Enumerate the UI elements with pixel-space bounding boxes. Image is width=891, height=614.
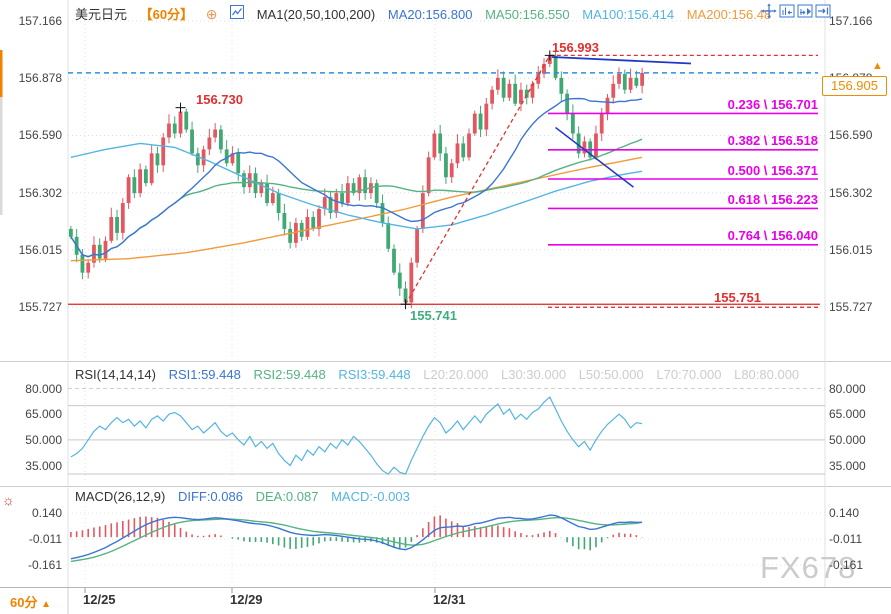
zoom-range-right-icon[interactable] (797, 3, 813, 19)
ma50-value: MA50:156.550 (485, 7, 570, 22)
watermark: FX678 (760, 550, 857, 585)
pan-tool-icon[interactable] (761, 3, 777, 19)
price-axis-label: 156.302 (18, 185, 62, 200)
rsi1-value: RSI1:59.448 (168, 367, 241, 382)
price-axis-label: 156.302 (829, 185, 873, 200)
macd-axis-label: -0.011 (28, 532, 62, 547)
chart-type-icon[interactable] (230, 5, 245, 22)
ma200-value: MA200:156.48 (686, 7, 772, 22)
rsi-axis-label: 35.000 (829, 458, 866, 473)
timeframe-label: 【60分】 (139, 7, 194, 22)
price-direction-arrow-icon: ▲ (872, 60, 883, 72)
macd-axis-label: -0.161 (27, 558, 62, 572)
current-price-tag: 156.905 (822, 76, 887, 96)
rsi-axis-label: 65.000 (829, 407, 866, 422)
date-axis-label: 12/31 (433, 592, 466, 607)
price-axis-label: 156.015 (829, 242, 873, 257)
go-to-latest-icon[interactable] (815, 3, 831, 19)
swing-high-label: 156.993 (552, 40, 599, 55)
macd-axis-label: -0.161 (829, 558, 864, 572)
main-chart-header: 美元日元 【60分】 ⊕ MA1(20,50,100,200) MA20:156… (75, 4, 780, 23)
rsi-axis-label: 50.000 (829, 432, 866, 447)
symbol-name: 美元日元 (75, 7, 128, 22)
rsi-axis-label: 80.000 (25, 381, 62, 396)
rsi-axis-label: 65.000 (25, 407, 62, 422)
macd-panel-header: MACD(26,12,9) DIFF:0.086 DEA:0.087 MACD:… (75, 489, 419, 504)
ma20-value: MA20:156.800 (387, 7, 473, 22)
price-axis-label: 156.590 (829, 128, 873, 143)
price-axis-label: 156.590 (18, 128, 62, 143)
indicator-settings-icon[interactable]: ☼ (2, 492, 15, 508)
price-axis-label: 155.727 (18, 300, 62, 314)
fib-base-label: 155.751 (714, 290, 761, 305)
rsi-panel-header: RSI(14,14,14) RSI1:59.448 RSI2:59.448 RS… (75, 367, 808, 382)
swing-low-label: 155.741 (410, 308, 457, 323)
date-axis-label: 12/29 (230, 592, 263, 607)
fib-level-label: 0.618 \ 156.223 (727, 191, 818, 207)
macd-axis-label: 0.140 (829, 506, 860, 520)
period-selector[interactable]: 60分 ▲ (10, 592, 51, 611)
macd-dea-value: DEA:0.087 (255, 489, 319, 504)
ma-settings-label: MA1(20,50,100,200) (256, 7, 376, 22)
add-indicator-icon[interactable]: ⊕ (205, 6, 218, 22)
fib-level-label: 0.764 \ 156.040 (727, 228, 818, 244)
zoom-range-left-icon[interactable] (779, 3, 795, 19)
rsi-l70-label: L70:70.000 (656, 367, 722, 382)
ma100-value: MA100:156.414 (582, 7, 675, 22)
period-label: 60分 (10, 595, 38, 610)
macd-hist-value: MACD:-0.003 (331, 489, 410, 504)
rsi-l30-label: L30:30.000 (500, 367, 567, 382)
rsi-l50-label: L50:50.000 (578, 367, 644, 382)
rsi-l20-label: L20:20.000 (423, 367, 489, 382)
rsi-axis-label: 50.000 (25, 432, 62, 447)
rsi-axis-label: 80.000 (829, 381, 866, 396)
price-axis-label: 157.166 (18, 14, 62, 28)
rsi-name: RSI(14,14,14) (75, 367, 156, 382)
price-axis-label: 156.878 (18, 71, 62, 86)
fib-level-label: 0.382 \ 156.518 (727, 133, 818, 149)
macd-name: MACD(26,12,9) (75, 489, 166, 504)
rsi3-value: RSI3:59.448 (338, 367, 411, 382)
price-axis-label: 155.727 (829, 300, 873, 314)
macd-axis-label: 0.140 (31, 506, 62, 520)
period-up-arrow-icon: ▲ (41, 599, 51, 610)
date-axis-label: 12/25 (83, 592, 116, 607)
rsi-l80-label: L80:80.000 (734, 367, 800, 382)
price-axis-label: 156.015 (18, 242, 62, 257)
fib-level-label: 0.500 \ 156.371 (727, 162, 818, 178)
rsi2-value: RSI2:59.448 (253, 367, 326, 382)
macd-axis-label: -0.011 (829, 532, 863, 547)
price-axis-label: 157.166 (829, 14, 873, 28)
chart-toolbar (761, 3, 831, 19)
macd-diff-value: DIFF:0.086 (177, 489, 243, 504)
local-high-label: 156.730 (196, 92, 243, 107)
rsi-axis-label: 35.000 (25, 458, 62, 473)
fib-level-label: 0.236 \ 156.701 (727, 96, 818, 112)
